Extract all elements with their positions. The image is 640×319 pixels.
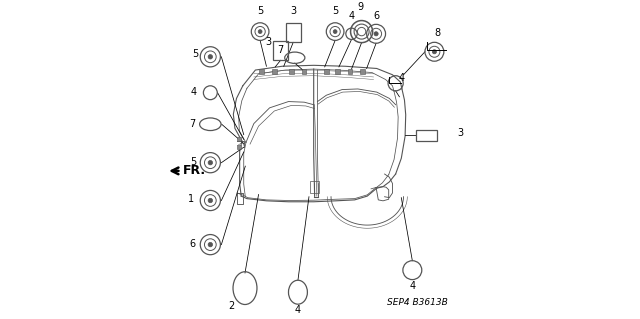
Text: 5: 5 xyxy=(190,157,196,167)
Text: 7: 7 xyxy=(189,119,195,129)
Text: 5: 5 xyxy=(332,6,339,17)
Text: 6: 6 xyxy=(374,11,380,21)
Bar xyxy=(335,69,340,73)
Bar xyxy=(237,145,241,149)
Circle shape xyxy=(258,30,262,33)
Text: 9: 9 xyxy=(357,2,364,12)
Circle shape xyxy=(208,160,212,165)
Text: 4: 4 xyxy=(295,305,301,315)
Text: 7: 7 xyxy=(277,45,283,55)
Text: 8: 8 xyxy=(434,28,440,38)
Text: 3: 3 xyxy=(290,6,296,17)
Text: 4: 4 xyxy=(409,280,415,291)
Circle shape xyxy=(432,50,436,54)
Circle shape xyxy=(208,55,212,59)
Bar xyxy=(302,69,307,73)
Circle shape xyxy=(333,30,337,33)
Text: 5: 5 xyxy=(257,6,263,17)
Circle shape xyxy=(374,32,378,36)
Bar xyxy=(310,181,319,193)
Text: 4: 4 xyxy=(348,11,355,21)
Text: FR.: FR. xyxy=(183,164,206,177)
Bar xyxy=(348,69,352,73)
Text: 6: 6 xyxy=(189,239,195,249)
Text: 2: 2 xyxy=(228,301,234,311)
Text: 3: 3 xyxy=(458,128,464,138)
Bar xyxy=(324,69,328,73)
Text: 3: 3 xyxy=(265,37,271,47)
Text: 5: 5 xyxy=(193,49,198,59)
Circle shape xyxy=(208,242,212,247)
Bar xyxy=(237,137,241,141)
Bar xyxy=(259,69,264,73)
Bar xyxy=(416,130,437,141)
Text: SEP4 B3613B: SEP4 B3613B xyxy=(387,298,447,307)
Bar xyxy=(272,69,276,73)
Bar xyxy=(360,69,365,73)
Bar xyxy=(273,41,288,60)
Bar xyxy=(289,69,294,73)
Bar xyxy=(285,23,301,42)
Circle shape xyxy=(208,198,212,203)
Text: 4: 4 xyxy=(398,73,404,83)
Text: 4: 4 xyxy=(190,87,196,97)
Text: 1: 1 xyxy=(188,194,194,204)
